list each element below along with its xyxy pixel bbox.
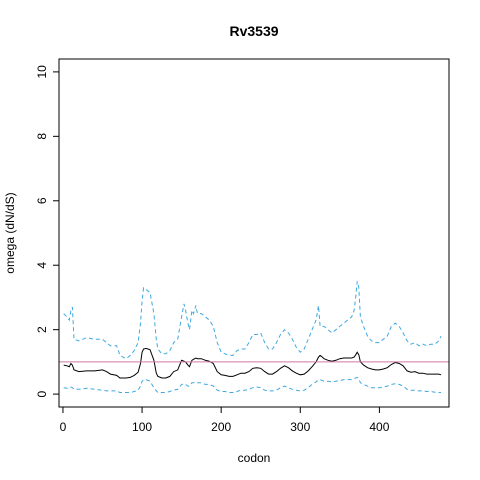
y-tick-label: 4 (35, 262, 49, 269)
y-axis: 0 2 4 6 8 10 (35, 65, 60, 397)
x-tick-label: 200 (211, 420, 231, 434)
y-tick-label: 0 (35, 390, 49, 397)
x-tick-label: 300 (290, 420, 310, 434)
y-tick-label: 6 (35, 197, 49, 204)
plot-frame (58, 58, 450, 408)
y-tick-label: 8 (35, 133, 49, 140)
series-line-2 (63, 376, 442, 393)
x-tick-label: 100 (132, 420, 152, 434)
series-line-0 (63, 281, 442, 360)
x-axis-label: codon (238, 451, 271, 465)
y-axis-label: omega (dN/dS) (3, 192, 17, 273)
x-tick-label: 400 (369, 420, 389, 434)
y-tick-label: 10 (35, 65, 49, 79)
y-tick-label: 2 (35, 326, 49, 333)
plot-area (59, 281, 449, 393)
chart-title: Rv3539 (229, 23, 278, 39)
series-line-1 (63, 347, 442, 379)
x-tick-label: 0 (60, 420, 67, 434)
x-axis: 0 100 200 300 400 (60, 406, 390, 434)
